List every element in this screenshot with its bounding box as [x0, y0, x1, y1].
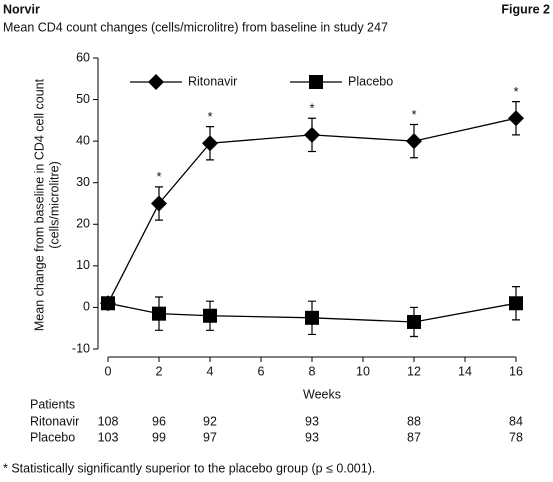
- y-tick-label: 50: [76, 92, 90, 106]
- figure-label: Figure 2: [501, 2, 550, 16]
- data-point: [202, 135, 218, 152]
- data-point: [406, 133, 422, 150]
- patients-count: 87: [407, 430, 421, 444]
- patients-count: 92: [203, 414, 217, 428]
- x-tick-label: 4: [207, 364, 214, 378]
- y-tick-label: 30: [76, 175, 90, 189]
- significance-mark: *: [514, 85, 519, 99]
- y-axis-label-line: (cells/microlitre): [47, 161, 61, 249]
- footnote: * Statistically significantly superior t…: [3, 461, 375, 475]
- patients-count: 93: [305, 414, 319, 428]
- series-line: [107, 117, 517, 304]
- data-point: [407, 314, 421, 329]
- data-point: [101, 296, 115, 311]
- legend-marker: [309, 75, 323, 89]
- patients-count: 78: [509, 430, 523, 444]
- patients-count: 103: [98, 430, 119, 444]
- y-tick-label: 40: [76, 133, 90, 147]
- patients-label: Patients: [30, 397, 75, 411]
- x-tick-label: 0: [105, 364, 112, 378]
- patients-count: 84: [509, 414, 523, 428]
- significance-mark: *: [157, 170, 162, 184]
- significance-mark: *: [412, 108, 417, 122]
- y-tick-label: 60: [76, 50, 90, 64]
- data-point: [203, 308, 217, 323]
- y-tick-label: 10: [76, 258, 90, 272]
- patients-count: 93: [305, 430, 319, 444]
- x-tick-label: 6: [258, 364, 265, 378]
- data-point: [152, 306, 166, 321]
- x-tick-label: 12: [407, 364, 421, 378]
- header: Norvir: [3, 2, 40, 16]
- series-line: [107, 302, 517, 323]
- patients-count: 99: [152, 430, 166, 444]
- significance-mark: *: [208, 110, 213, 124]
- x-tick-label: 10: [356, 364, 370, 378]
- y-tick-label: 0: [83, 300, 90, 314]
- patients-count: 97: [203, 430, 217, 444]
- x-tick-label: 14: [458, 364, 472, 378]
- patients-count: 96: [152, 414, 166, 428]
- data-point: [508, 110, 524, 127]
- data-point: [509, 296, 523, 311]
- y-tick-label: -10: [72, 341, 90, 355]
- x-axis-label: Weeks: [303, 387, 341, 401]
- y-axis-label-line: Mean change from baseline in CD4 cell co…: [32, 78, 46, 331]
- x-tick-label: 2: [156, 364, 163, 378]
- x-tick-label: 16: [509, 364, 523, 378]
- data-point: [305, 310, 319, 325]
- chart-title: Mean CD4 count changes (cells/microlitre…: [3, 20, 388, 34]
- legend-label: Placebo: [348, 74, 393, 88]
- data-point: [304, 126, 320, 143]
- y-axis-label: Mean change from baseline in CD4 cell co…: [32, 78, 61, 331]
- legend-label: Ritonavir: [188, 74, 237, 88]
- significance-mark: *: [310, 102, 315, 116]
- legend-marker: [148, 74, 164, 90]
- x-tick-label: 8: [309, 364, 316, 378]
- patients-count: 108: [98, 414, 119, 428]
- patients-row-label: Ritonavir: [30, 414, 79, 428]
- patients-count: 88: [407, 414, 421, 428]
- patients-row-label: Placebo: [30, 430, 75, 444]
- data-point: [151, 195, 167, 212]
- y-tick-label: 20: [76, 217, 90, 231]
